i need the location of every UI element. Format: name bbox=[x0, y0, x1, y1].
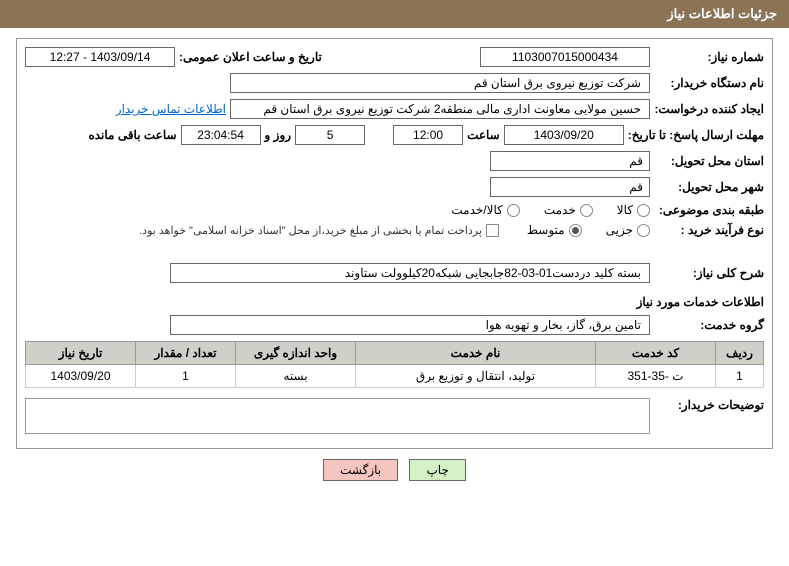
need-number-label: شماره نیاز: bbox=[654, 50, 764, 64]
delivery-province-label: استان محل تحویل: bbox=[654, 154, 764, 168]
time-label: ساعت bbox=[467, 128, 500, 142]
process-type-label: نوع فرآیند خرید : bbox=[654, 223, 764, 237]
services-info-label: اطلاعات خدمات مورد نیاز bbox=[25, 295, 764, 309]
cell-qty: 1 bbox=[136, 365, 236, 388]
category-radio-group: کالا خدمت کالا/خدمت bbox=[451, 203, 650, 217]
service-group-label: گروه خدمت: bbox=[654, 318, 764, 332]
deadline-date-value: 1403/09/20 bbox=[504, 125, 624, 145]
th-qty: تعداد / مقدار bbox=[136, 342, 236, 365]
need-summary-label: شرح کلی نیاز: bbox=[654, 266, 764, 280]
radio-khedmat-label: خدمت bbox=[544, 203, 576, 217]
cell-unit: بسته bbox=[236, 365, 356, 388]
radio-small[interactable] bbox=[637, 224, 650, 237]
print-button[interactable]: چاپ bbox=[409, 459, 465, 481]
buyer-contact-link[interactable]: اطلاعات تماس خریدار bbox=[116, 102, 226, 116]
page-title: جزئیات اطلاعات نیاز bbox=[667, 6, 777, 21]
buyer-org-value: شرکت توزیع نیروی برق استان قم bbox=[230, 73, 650, 93]
cell-row: 1 bbox=[716, 365, 764, 388]
deadline-label: مهلت ارسال پاسخ: تا تاریخ: bbox=[628, 128, 764, 142]
delivery-city-value: قم bbox=[490, 177, 650, 197]
radio-both-label: کالا/خدمت bbox=[451, 203, 502, 217]
button-row: چاپ بازگشت bbox=[0, 459, 789, 481]
payment-note: پرداخت تمام یا بخشی از مبلغ خرید،از محل … bbox=[139, 224, 482, 237]
radio-both[interactable] bbox=[507, 204, 520, 217]
table-row: 1 ت -35-351 تولید، انتقال و توزیع برق بس… bbox=[26, 365, 764, 388]
announce-datetime-value: 1403/09/14 - 12:27 bbox=[25, 47, 175, 67]
need-summary-value: بسته کلید دردست01-03-82جابجایی شبکه20کیل… bbox=[170, 263, 650, 283]
payment-checkbox[interactable] bbox=[486, 224, 499, 237]
page-header: جزئیات اطلاعات نیاز bbox=[0, 0, 789, 28]
buyer-org-label: نام دستگاه خریدار: bbox=[654, 76, 764, 90]
th-unit: واحد اندازه گیری bbox=[236, 342, 356, 365]
announce-datetime-label: تاریخ و ساعت اعلان عمومی: bbox=[179, 50, 322, 64]
cell-code: ت -35-351 bbox=[596, 365, 716, 388]
radio-medium-label: متوسط bbox=[527, 223, 565, 237]
delivery-city-label: شهر محل تحویل: bbox=[654, 180, 764, 194]
radio-khedmat[interactable] bbox=[580, 204, 593, 217]
th-name: نام خدمت bbox=[356, 342, 596, 365]
service-group-value: تامین برق، گاز، بخار و تهویه هوا bbox=[170, 315, 650, 335]
buyer-notes-box bbox=[25, 398, 650, 434]
deadline-time-value: 12:00 bbox=[393, 125, 463, 145]
services-table: ردیف کد خدمت نام خدمت واحد اندازه گیری ت… bbox=[25, 341, 764, 388]
radio-kala[interactable] bbox=[637, 204, 650, 217]
requester-value: حسین مولایی معاونت اداری مالی منطقه2 شرک… bbox=[230, 99, 650, 119]
days-remaining-value: 5 bbox=[295, 125, 365, 145]
process-radio-group: جزیی متوسط bbox=[527, 223, 650, 237]
th-code: کد خدمت bbox=[596, 342, 716, 365]
buyer-notes-label: توضیحات خریدار: bbox=[654, 398, 764, 412]
need-number-value: 1103007015000434 bbox=[480, 47, 650, 67]
cell-name: تولید، انتقال و توزیع برق bbox=[356, 365, 596, 388]
delivery-province-value: قم bbox=[490, 151, 650, 171]
th-date: تاریخ نیاز bbox=[26, 342, 136, 365]
requester-label: ایجاد کننده درخواست: bbox=[654, 102, 764, 116]
time-remaining-value: 23:04:54 bbox=[181, 125, 261, 145]
radio-small-label: جزیی bbox=[606, 223, 633, 237]
days-and-label: روز و bbox=[265, 128, 292, 142]
radio-medium[interactable] bbox=[569, 224, 582, 237]
details-panel: شماره نیاز: 1103007015000434 تاریخ و ساع… bbox=[16, 38, 773, 449]
time-remaining-label: ساعت باقی مانده bbox=[88, 128, 176, 142]
radio-kala-label: کالا bbox=[617, 203, 633, 217]
cell-date: 1403/09/20 bbox=[26, 365, 136, 388]
back-button[interactable]: بازگشت bbox=[323, 459, 398, 481]
category-label: طبقه بندی موضوعی: bbox=[654, 203, 764, 217]
th-row: ردیف bbox=[716, 342, 764, 365]
